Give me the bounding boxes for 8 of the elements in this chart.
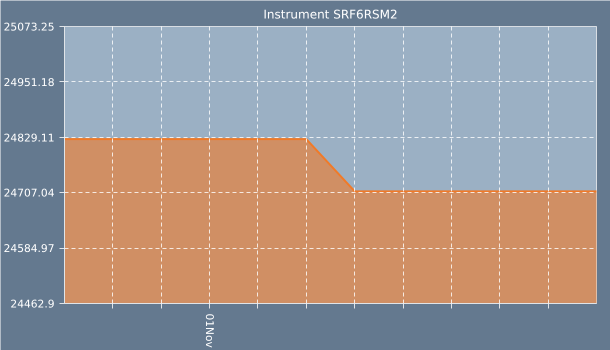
y-tick-label: 24707.04 [4, 186, 55, 200]
chart-title: Instrument SRF6RSM2 [263, 8, 398, 22]
y-tick-label: 24829.11 [4, 131, 55, 144]
y-tick-label: 24462.9 [10, 298, 55, 310]
y-tick-label: 24584.97 [4, 242, 55, 256]
y-tick-label: 24951.18 [4, 76, 55, 89]
y-tick-label: 25073.25 [4, 20, 55, 34]
x-tick-label: 01Nov [203, 314, 216, 348]
